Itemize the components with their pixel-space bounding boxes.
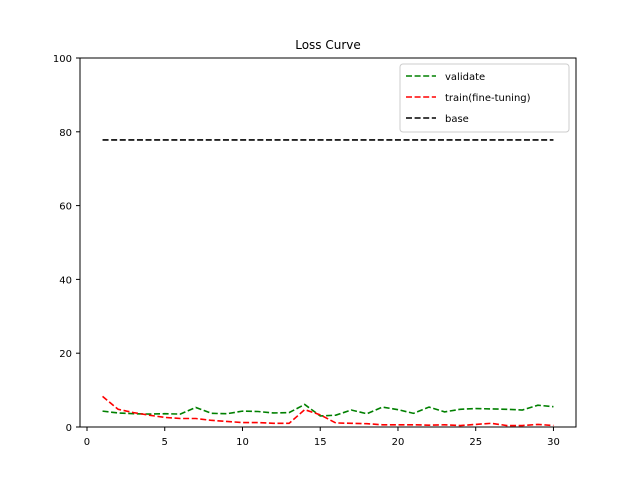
x-tick-label: 20 — [392, 437, 405, 448]
legend-label: train(fine-tuning) — [445, 93, 531, 104]
legend-label: validate — [445, 72, 485, 83]
legend-box — [399, 63, 570, 133]
legend-label: base — [445, 114, 469, 125]
x-tick-label: 15 — [314, 437, 327, 448]
axes-frame — [79, 57, 577, 428]
y-tick-label: 40 — [59, 275, 72, 286]
y-tick-label: 0 — [66, 423, 72, 434]
plot-area: 0 5 10 15 20 25 30 0 20 40 60 80 100 — [53, 54, 577, 448]
legend: validate train(fine-tuning) base — [399, 63, 570, 133]
y-tick-label: 60 — [59, 202, 72, 213]
x-tick-label: 30 — [547, 437, 560, 448]
series-layer — [102, 139, 554, 427]
x-tick-label: 25 — [469, 437, 482, 448]
x-tick-label: 0 — [84, 437, 90, 448]
chart-title: Loss Curve — [295, 38, 361, 52]
y-tick-label: 80 — [59, 128, 72, 139]
x-tick-label: 5 — [162, 437, 168, 448]
x-tick-label: 10 — [236, 437, 249, 448]
series-line-validate — [102, 403, 554, 417]
y-tick-label: 100 — [53, 54, 72, 65]
y-tick-label: 20 — [59, 349, 72, 360]
series-line-train-fine-tuning- — [102, 395, 554, 427]
